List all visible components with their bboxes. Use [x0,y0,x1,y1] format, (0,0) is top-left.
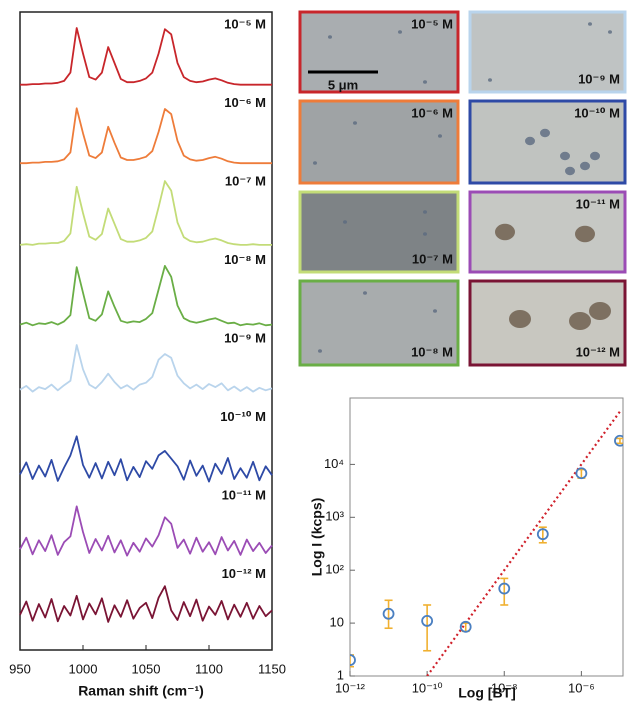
particle [540,128,550,138]
data-point [614,434,623,447]
tile-label: 10⁻⁷ M [412,251,453,266]
particle [438,134,442,138]
scale-bar-label: 5 μm [328,77,358,92]
y-tick-label: 10⁴ [324,456,344,471]
data-point [421,615,434,627]
legend-label: 10⁻⁶ M [224,95,266,110]
tile-label: 10⁻⁹ M [578,71,620,86]
particle [569,312,591,330]
x-tick-label: 10⁻¹⁰ [412,680,443,695]
particle [423,210,427,214]
particle [525,136,535,146]
particle [398,30,402,34]
y-tick-label: 1 [337,667,344,682]
legend-label: 10⁻⁸ M [224,252,266,267]
spectrum-line [19,265,273,327]
data-point [350,654,356,666]
spectrum-line [20,27,272,86]
data-point [498,582,511,595]
y-tick-label: 10 [330,615,344,630]
micrograph [298,99,460,185]
x-tick-label: 950 [9,661,31,676]
particle [588,22,592,26]
particle [565,166,575,176]
legend-label: 10⁻¹¹ M [222,487,266,502]
particle [589,302,611,320]
x-tick-label: 10⁻¹² [335,680,366,695]
particle [488,78,492,82]
spectrum-line [20,107,272,165]
particle [580,161,590,171]
data-point [382,607,395,620]
x-axis-label: Log [BT] [458,685,516,701]
particle [423,232,427,236]
tile-label: 10⁻¹² M [576,344,620,359]
x-tick-label: 1100 [195,661,223,676]
x-tick-label: 1050 [132,661,161,676]
particle [353,121,357,125]
micrograph [468,10,627,94]
micrograph [298,279,460,367]
spectrum-line [19,505,273,557]
plot-frame [349,397,624,677]
particle [608,30,612,34]
data-point [575,467,588,480]
x-tick-label: 1150 [258,661,286,676]
y-axis-label: Log I (kcps) [309,498,325,577]
y-tick-label: 10² [325,562,344,577]
micrograph [468,279,627,367]
x-tick-label: 10⁻⁸ [491,680,518,695]
particle [590,151,600,161]
plot-area [350,410,623,676]
x-tick-label: 1000 [69,661,98,676]
y-tick-label: 10³ [325,509,344,524]
legend-label: 10⁻¹⁰ M [220,409,266,424]
particle [495,223,515,241]
legend-label: 10⁻⁹ M [224,330,266,345]
micrograph [298,190,460,274]
fit-line [426,410,621,676]
particle [509,310,531,328]
x-axis-label: Raman shift (cm⁻¹) [78,683,204,699]
data-point [459,620,472,633]
spectrum-line [19,344,273,393]
particle [433,309,437,313]
particle [328,35,332,39]
spectrum-line [19,435,273,483]
spectrum-line [19,585,273,623]
tile-label: 10⁻⁵ M [411,16,453,31]
particle [318,349,322,353]
particle [363,291,367,295]
legend-label: 10⁻⁷ M [225,173,266,188]
particle [343,220,347,224]
tile-label: 10⁻⁶ M [411,105,453,120]
micrograph [468,99,627,185]
data-point [536,528,549,541]
legend-label: 10⁻¹² M [222,566,266,581]
particle [560,151,570,161]
spectrum-line [19,180,272,246]
tile-label: 10⁻⁸ M [411,344,453,359]
tile-label: 10⁻¹⁰ M [574,105,620,120]
tile-label: 10⁻¹¹ M [576,196,620,211]
particle [423,80,427,84]
legend-label: 10⁻⁵ M [224,16,266,31]
particle [575,225,595,243]
particle [313,161,317,165]
x-tick-label: 10⁻⁶ [568,680,595,695]
micrograph [298,10,460,94]
